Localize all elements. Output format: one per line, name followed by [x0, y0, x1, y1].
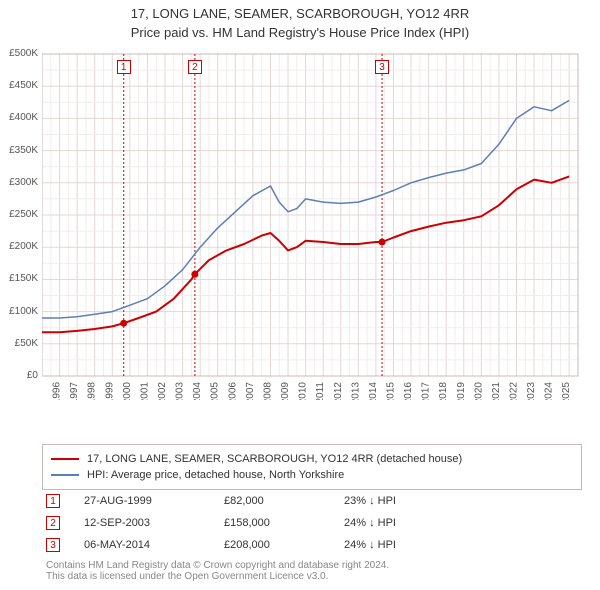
event-row: 2 12-SEP-2003£158,00024% ↓ HPI: [42, 512, 582, 534]
x-tick-label: 1995: [42, 382, 45, 400]
event-diff: 24% ↓ HPI: [344, 517, 464, 529]
line-chart-svg: 1995 1996 1997 1998 1999 2000 2001 2002 2003 2004…: [42, 50, 582, 400]
x-tick-label: 2008: [262, 382, 273, 400]
footer-line1: Contains HM Land Registry data © Crown c…: [46, 560, 578, 571]
footer-line2: This data is licensed under the Open Gov…: [46, 571, 578, 582]
event-num: 3: [46, 538, 60, 552]
y-tick-label: £250K: [2, 209, 38, 220]
event-price: £158,000: [224, 517, 344, 529]
event-marker-1: 1: [117, 60, 131, 74]
event-num: 2: [46, 516, 60, 530]
x-tick-label: 2018: [438, 382, 449, 400]
chart-title-address: 17, LONG LANE, SEAMER, SCARBOROUGH, YO12…: [0, 6, 600, 21]
event-num: 1: [46, 494, 60, 508]
event-row: 3 06-MAY-2014£208,00024% ↓ HPI: [42, 534, 582, 556]
y-tick-label: £300K: [2, 177, 38, 188]
event-date: 12-SEP-2003: [84, 517, 224, 529]
legend-label: 17, LONG LANE, SEAMER, SCARBOROUGH, YO12…: [87, 453, 462, 465]
x-tick-label: 2025: [561, 382, 572, 400]
chart-title-sub: Price paid vs. HM Land Registry's House …: [0, 25, 600, 40]
events-panel: 1 27-AUG-1999£82,00023% ↓ HPI 2 12-SEP-2003…: [42, 490, 582, 556]
event-diff: 23% ↓ HPI: [344, 495, 464, 507]
x-tick-label: 2023: [526, 382, 537, 400]
legend-panel: 17, LONG LANE, SEAMER, SCARBOROUGH, YO12…: [42, 444, 582, 490]
event-date: 27-AUG-1999: [84, 495, 224, 507]
x-tick-label: 2005: [210, 382, 221, 400]
x-tick-label: 2003: [175, 382, 186, 400]
x-tick-label: 2019: [456, 382, 467, 400]
legend-item: 17, LONG LANE, SEAMER, SCARBOROUGH, YO12…: [51, 451, 573, 467]
event-price: £82,000: [224, 495, 344, 507]
x-tick-label: 2022: [508, 382, 519, 400]
y-tick-label: £100K: [2, 306, 38, 317]
x-tick-label: 2020: [473, 382, 484, 400]
x-tick-label: 2024: [544, 382, 555, 400]
legend-item: HPI: Average price, detached house, Nort…: [51, 467, 573, 483]
x-tick-label: 2007: [245, 382, 256, 400]
footer-panel: Contains HM Land Registry data © Crown c…: [42, 558, 582, 584]
y-tick-label: £200K: [2, 241, 38, 252]
y-tick-label: £150K: [2, 273, 38, 284]
y-tick-label: £500K: [2, 48, 38, 59]
x-tick-label: 2006: [227, 382, 238, 400]
event-diff: 24% ↓ HPI: [344, 539, 464, 551]
x-tick-label: 2004: [192, 382, 203, 400]
x-tick-label: 2017: [421, 382, 432, 400]
event-marker-3: 3: [375, 60, 389, 74]
x-tick-label: 2021: [491, 382, 502, 400]
y-tick-label: £0: [2, 370, 38, 381]
event-marker-2: 2: [188, 60, 202, 74]
x-tick-label: 1998: [87, 382, 98, 400]
chart-area: 1995 1996 1997 1998 1999 2000 2001 2002 2003 2004…: [42, 50, 582, 400]
y-tick-label: £350K: [2, 145, 38, 156]
x-tick-label: 1996: [52, 382, 63, 400]
x-tick-label: 2015: [385, 382, 396, 400]
event-date: 06-MAY-2014: [84, 539, 224, 551]
legend-swatch: [51, 474, 79, 476]
y-tick-label: £400K: [2, 112, 38, 123]
event-price: £208,000: [224, 539, 344, 551]
x-tick-label: 2013: [350, 382, 361, 400]
event-row: 1 27-AUG-1999£82,00023% ↓ HPI: [42, 490, 582, 512]
y-tick-label: £50K: [2, 338, 38, 349]
x-tick-label: 2001: [139, 382, 150, 400]
x-tick-label: 1997: [69, 382, 80, 400]
x-tick-label: 2016: [403, 382, 414, 400]
x-tick-label: 2014: [368, 382, 379, 400]
x-tick-label: 2009: [280, 382, 291, 400]
x-tick-label: 2011: [315, 382, 326, 400]
x-tick-label: 2012: [333, 382, 344, 400]
x-tick-label: 2000: [122, 382, 133, 400]
legend-swatch: [51, 458, 79, 460]
x-tick-label: 2002: [157, 382, 168, 400]
x-tick-label: 1999: [104, 382, 115, 400]
legend-label: HPI: Average price, detached house, Nort…: [87, 469, 344, 481]
x-tick-label: 2010: [298, 382, 309, 400]
y-tick-label: £450K: [2, 80, 38, 91]
